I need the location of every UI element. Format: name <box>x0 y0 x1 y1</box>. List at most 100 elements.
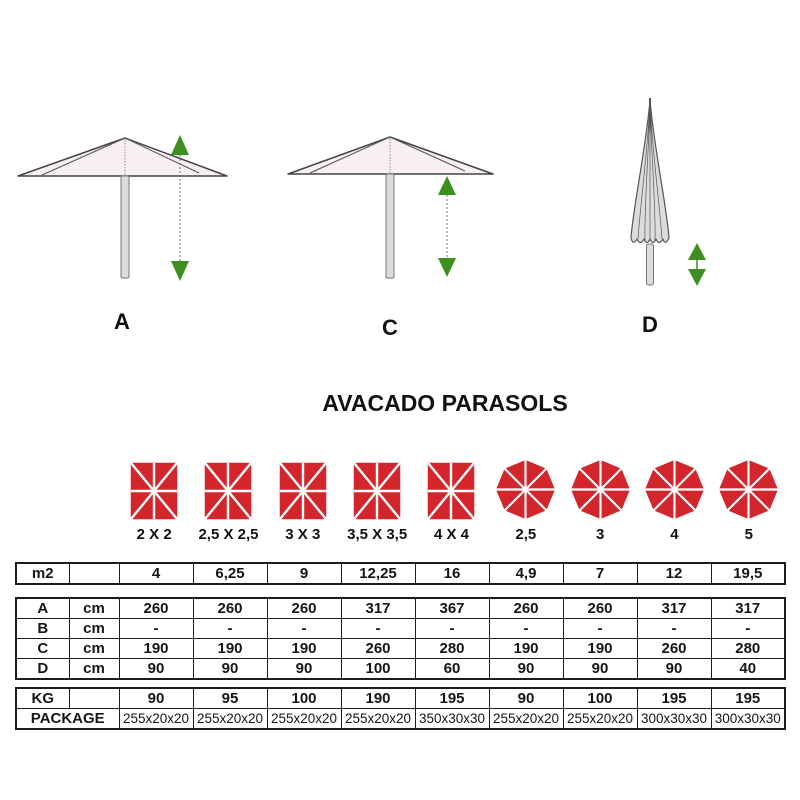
pole <box>385 173 395 279</box>
table-cell: 255x20x20 <box>118 708 194 730</box>
table-cell: 260 <box>636 638 712 659</box>
table-cell: 100 <box>266 687 342 709</box>
table-cell: 190 <box>488 638 564 659</box>
fold-lines <box>637 101 663 241</box>
table-cell: - <box>414 618 490 639</box>
row-label: C <box>15 638 70 659</box>
table-cell: 9 <box>266 562 342 585</box>
table-cell: 195 <box>414 687 490 709</box>
table-row: PACKAGE 255x20x20 255x20x20 255x20x20 255x20… <box>15 708 786 730</box>
area-table: m2 4 6,25 9 12,25 16 4,9 7 12 19,5 <box>15 562 786 585</box>
parasol-icon-item: 2,5 X 2,5 <box>191 450 265 548</box>
row-unit: cm <box>68 658 120 680</box>
table-cell: - <box>340 618 416 639</box>
table-cell: 100 <box>562 687 638 709</box>
table-cell: 317 <box>636 597 712 619</box>
parasol-icon-item: 3 <box>563 450 637 548</box>
parasol-size-label: 3 X 3 <box>285 526 321 543</box>
table-cell: 255x20x20 <box>562 708 638 730</box>
row-unit: cm <box>68 638 120 659</box>
diagram-label-d: D <box>642 312 658 337</box>
table-row: KG 90 95 100 190 195 90 100 195 195 <box>15 687 786 709</box>
round-parasol-top-icon <box>570 459 630 520</box>
parasol-icon-item: 5 <box>712 450 786 548</box>
canopy <box>17 137 228 177</box>
square-parasol-top-icon <box>278 462 327 520</box>
table-cell: 260 <box>192 597 268 619</box>
total-height-arrow-icon <box>171 135 189 281</box>
parasol-size-label: 2,5 X 2,5 <box>198 526 259 543</box>
table-cell: 195 <box>636 687 712 709</box>
table-cell: - <box>118 618 194 639</box>
parasol-icon-item: 3 X 3 <box>266 450 340 548</box>
table-cell: 260 <box>266 597 342 619</box>
table-cell: 90 <box>636 658 712 680</box>
table-cell: - <box>636 618 712 639</box>
square-parasol-top-icon <box>353 462 402 520</box>
table-cell: 19,5 <box>710 562 786 585</box>
pole <box>120 175 130 279</box>
parasol-icon-item: 2 X 2 <box>117 450 191 548</box>
table-cell: 190 <box>192 638 268 659</box>
diagram-label-a: A <box>114 309 130 334</box>
table-cell: 255x20x20 <box>266 708 342 730</box>
parasol-icon-item: 4 <box>637 450 711 548</box>
table-cell: 367 <box>414 597 490 619</box>
table-cell: 95 <box>192 687 268 709</box>
table-cell: 190 <box>562 638 638 659</box>
table-cell: 90 <box>118 658 194 680</box>
table-cell: 300x30x30 <box>710 708 786 730</box>
table-cell: 280 <box>710 638 786 659</box>
row-label: B <box>15 618 70 639</box>
parasol-open-side-view-c <box>287 136 494 279</box>
parasol-size-label: 3,5 X 3,5 <box>347 526 408 543</box>
square-parasol-top-icon <box>130 462 179 520</box>
canopy-ribs <box>41 137 200 176</box>
parasol-icon-item: 2,5 <box>489 450 563 548</box>
table-cell: 90 <box>266 658 342 680</box>
table-cell: 90 <box>118 687 194 709</box>
parasol-size-label: 2,5 <box>515 526 537 543</box>
table-cell: 280 <box>414 638 490 659</box>
row-label: PACKAGE <box>15 708 120 730</box>
parasol-size-label: 2 X 2 <box>136 526 172 543</box>
table-cell: 260 <box>488 597 564 619</box>
weight-package-table: KG 90 95 100 190 195 90 100 195 195 PACKAGE 255x20x… <box>15 687 786 730</box>
round-parasol-top-icon <box>644 459 704 520</box>
table-cell: 317 <box>710 597 786 619</box>
table-cell: 317 <box>340 597 416 619</box>
table-cell: 16 <box>414 562 490 585</box>
table-cell: 195 <box>710 687 786 709</box>
table-cell: 260 <box>118 597 194 619</box>
round-parasol-top-icon <box>719 459 779 520</box>
table-cell: 4,9 <box>488 562 564 585</box>
table-cell: 90 <box>488 687 564 709</box>
folded-height-arrow-icon <box>688 243 706 286</box>
table-cell: 260 <box>340 638 416 659</box>
table-cell: 12,25 <box>340 562 416 585</box>
table-cell: 190 <box>118 638 194 659</box>
table-cell: 190 <box>340 687 416 709</box>
table-cell: 7 <box>562 562 638 585</box>
table-cell: 255x20x20 <box>340 708 416 730</box>
row-unit: cm <box>68 597 120 619</box>
table-cell: 255x20x20 <box>488 708 564 730</box>
table-cell: 300x30x30 <box>636 708 712 730</box>
table-cell: 90 <box>192 658 268 680</box>
parasol-size-label: 4 X 4 <box>433 526 469 543</box>
parasol-size-label: 5 <box>744 526 753 543</box>
row-unit <box>68 687 120 709</box>
parasol-icon-item: 4 X 4 <box>414 450 488 548</box>
table-cell: 260 <box>562 597 638 619</box>
table-cell: 60 <box>414 658 490 680</box>
parasol-size-label: 3 <box>595 526 605 543</box>
table-cell: 6,25 <box>192 562 268 585</box>
table-cell: 255x20x20 <box>192 708 268 730</box>
table-cell: - <box>562 618 638 639</box>
diagram-label-c: C <box>382 315 398 340</box>
parasol-icons-row: 2 X 2 2,5 X 2,5 3 X 3 3,5 X 3,5 4 X 4 2,5 3 4 5 <box>117 450 786 548</box>
table-cell: - <box>266 618 342 639</box>
